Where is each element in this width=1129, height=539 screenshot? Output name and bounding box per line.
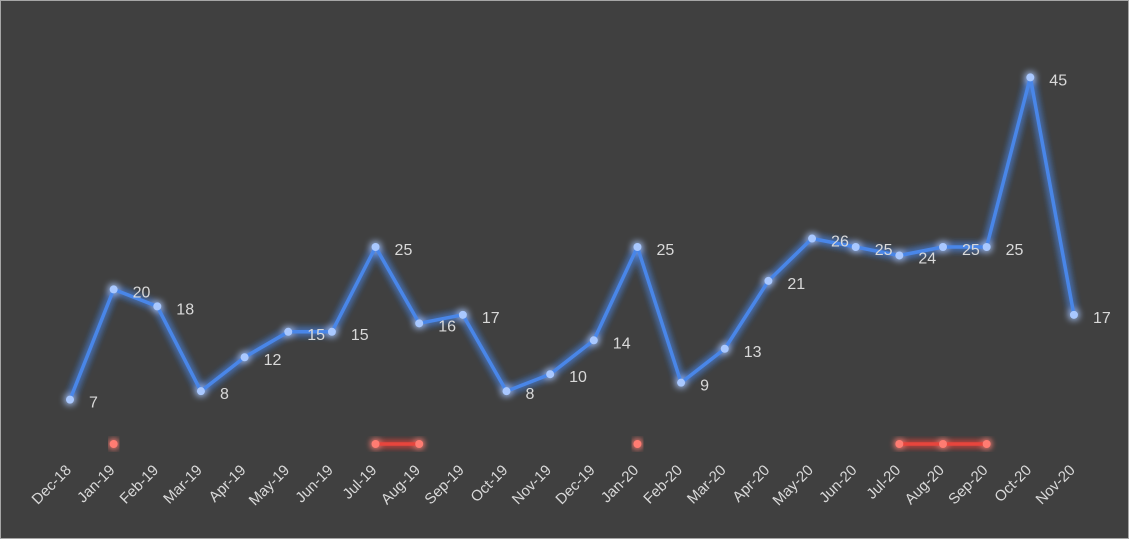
x-tick-label: Mar-19	[160, 462, 206, 508]
data-label: 18	[176, 301, 194, 318]
marker-point	[415, 440, 424, 448]
marker-point	[371, 440, 380, 448]
x-tick-label: Dec-19	[552, 462, 598, 508]
x-tick-label: May-20	[769, 462, 816, 509]
x-tick-label: Jan-20	[598, 462, 642, 506]
x-tick-label: Oct-20	[991, 462, 1035, 506]
data-point	[153, 302, 162, 311]
x-tick-label: Jul-20	[863, 462, 904, 503]
marker-segment	[371, 440, 424, 448]
data-label: 25	[875, 242, 893, 259]
data-point	[764, 276, 773, 285]
marker-point	[109, 440, 118, 448]
data-point	[808, 234, 817, 243]
data-label: 45	[1049, 72, 1067, 89]
x-tick-label: Feb-20	[640, 462, 686, 508]
x-tick-label: Oct-19	[467, 462, 511, 506]
data-point	[284, 327, 293, 336]
data-point	[240, 353, 249, 362]
data-point	[982, 243, 991, 251]
series-layer	[66, 73, 1078, 404]
data-point	[939, 243, 947, 251]
x-tick-label: May-19	[246, 462, 293, 509]
data-point	[1026, 73, 1035, 82]
marker-layer	[109, 440, 991, 448]
x-tick-label: Apr-19	[206, 462, 250, 506]
x-tick-label: Sep-20	[945, 462, 991, 508]
data-point	[415, 319, 424, 328]
data-label: 15	[307, 327, 325, 344]
data-label: 9	[700, 378, 709, 395]
marker-point	[895, 440, 904, 448]
data-point	[327, 327, 336, 336]
data-point	[109, 285, 118, 294]
data-point	[589, 336, 598, 345]
data-point	[851, 243, 860, 251]
data-point	[371, 243, 380, 251]
data-point	[196, 387, 205, 396]
data-point	[458, 310, 467, 319]
data-point	[66, 395, 74, 404]
data-label: 7	[89, 395, 98, 412]
data-label: 14	[613, 335, 631, 352]
x-tick-label: Jan-19	[74, 462, 118, 506]
data-point	[633, 243, 642, 251]
x-tick-label: Apr-20	[729, 462, 773, 506]
series-group	[66, 73, 1078, 404]
data-label-layer: 7 20 18 8 12 15 15 25 16 17 8 10 14 25 9 13 21 26 25 24 25 25…	[89, 72, 1111, 411]
marker-point	[633, 440, 642, 448]
data-label: 25	[962, 242, 980, 259]
data-label: 26	[831, 234, 849, 251]
data-label: 15	[351, 327, 369, 344]
data-label: 10	[569, 369, 587, 386]
data-point	[1069, 310, 1078, 319]
data-label: 8	[526, 386, 535, 403]
series-line	[68, 75, 1076, 402]
data-point	[502, 387, 511, 396]
x-tick-label: Aug-20	[902, 462, 948, 508]
data-label: 25	[656, 242, 674, 259]
marker-point	[939, 440, 947, 448]
data-label: 24	[918, 250, 936, 267]
x-tick-label: Nov-20	[1033, 462, 1079, 508]
marker-segment	[895, 440, 991, 448]
x-tick-label: Jun-20	[816, 462, 860, 506]
x-tick-label: Nov-19	[509, 462, 555, 508]
x-tick-label: Mar-20	[684, 462, 730, 508]
marker-segment	[109, 440, 118, 448]
x-tick-label: Sep-19	[421, 462, 467, 508]
marker-point	[982, 440, 991, 448]
data-label: 17	[1093, 310, 1111, 327]
data-label: 16	[438, 318, 456, 335]
x-tick-label: Jun-19	[292, 462, 336, 506]
data-label: 25	[395, 242, 413, 259]
data-point	[546, 370, 555, 379]
x-tick-label: Dec-18	[29, 462, 75, 508]
data-point	[677, 378, 686, 387]
data-label: 17	[482, 310, 500, 327]
data-label: 20	[133, 284, 151, 301]
data-point	[720, 344, 729, 353]
data-label: 25	[1006, 242, 1024, 259]
data-point	[895, 251, 904, 260]
data-label: 21	[787, 276, 805, 293]
data-label: 8	[220, 386, 229, 403]
x-tick-label: Aug-19	[378, 462, 424, 508]
x-tick-label: Feb-19	[116, 462, 162, 508]
x-tick-label: Jul-19	[339, 462, 380, 503]
marker-segment	[633, 440, 642, 448]
data-label: 12	[264, 352, 282, 369]
data-label: 13	[744, 344, 762, 361]
